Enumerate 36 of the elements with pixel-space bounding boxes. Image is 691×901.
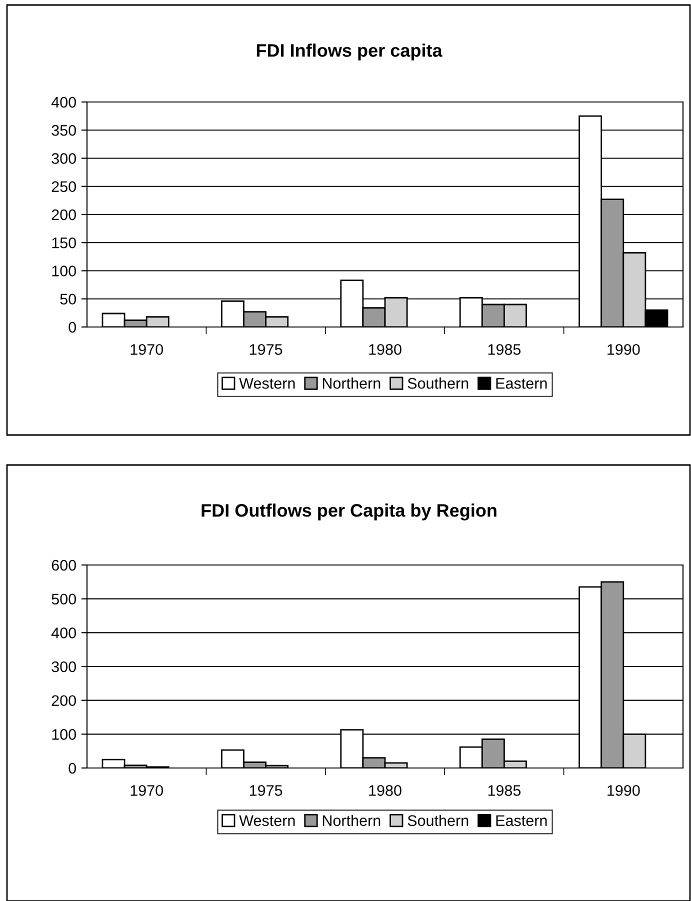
y-tick-label: 200 (52, 695, 76, 706)
y-tick-label: 350 (52, 124, 76, 136)
y-tick-label: 200 (52, 209, 76, 220)
y-tick-label: 300 (52, 661, 76, 672)
chart-title: FDI Inflows per capita (256, 44, 442, 60)
legend-label: Eastern (496, 378, 547, 389)
y-tick-label: 100 (52, 266, 76, 276)
y-tick-label: 0 (68, 762, 76, 774)
y-tick-label: 250 (52, 181, 76, 192)
legend-label: Western (239, 815, 295, 826)
y-tick-label: 150 (52, 237, 76, 248)
legend-label: Southern (408, 378, 468, 389)
x-tick-label: 1990 (608, 785, 640, 796)
y-tick-label: 600 (52, 560, 76, 571)
y-tick-label: 500 (52, 594, 76, 605)
legend-label: Southern (408, 814, 468, 826)
y-tick-label: 0 (68, 322, 76, 333)
legend-label: Eastern (496, 815, 547, 826)
legend-label: Northern (322, 814, 380, 826)
legend-label: Western (239, 378, 295, 389)
x-tick-label: 1970 (130, 344, 163, 355)
x-tick-label: 1975 (250, 344, 282, 355)
y-tick-label: 100 (52, 729, 76, 740)
y-tick-label: 400 (51, 96, 76, 108)
x-tick-label: 1985 (488, 785, 521, 796)
x-tick-label: 1970 (130, 785, 163, 796)
chart-title: FDI Outflows per Capita by Region (202, 504, 496, 520)
x-tick-label: 1985 (488, 344, 521, 355)
x-tick-label: 1980 (369, 344, 402, 355)
y-tick-label: 50 (60, 294, 76, 305)
x-tick-label: 1990 (608, 344, 640, 355)
x-tick-label: 1980 (369, 785, 402, 796)
x-tick-label: 1975 (250, 785, 282, 796)
y-tick-label: 300 (52, 153, 76, 164)
legend-label: Northern (322, 378, 380, 389)
y-tick-label: 400 (51, 628, 76, 638)
